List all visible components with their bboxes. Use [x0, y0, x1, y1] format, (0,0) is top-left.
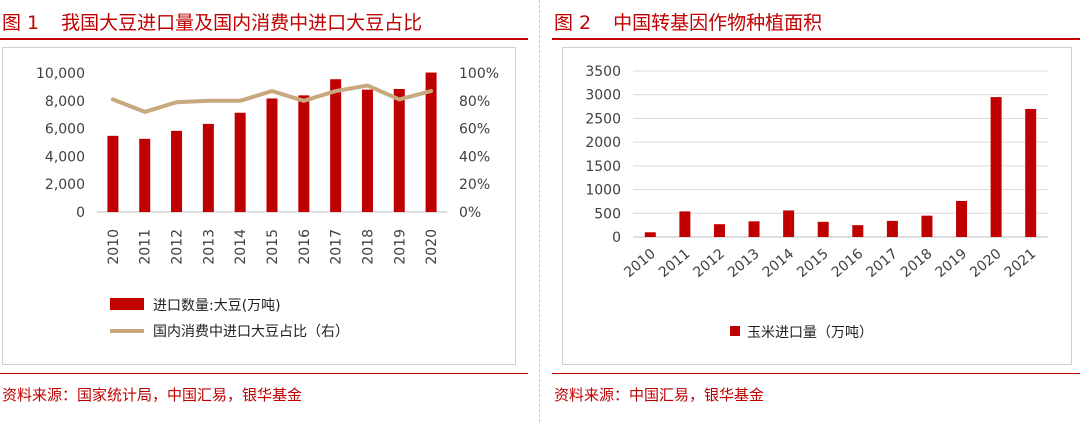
- y-tick-label: 2500: [585, 111, 621, 127]
- bar: [1025, 108, 1037, 237]
- x-tick-label: 2012: [690, 246, 728, 281]
- legend-bar-label: 进口数量:大豆(万吨): [153, 298, 281, 314]
- bar: [817, 221, 829, 237]
- y2-tick-label: 20%: [459, 177, 490, 193]
- y-tick-label: 6,000: [45, 122, 85, 138]
- bar: [330, 79, 342, 212]
- x-tick-label: 2011: [656, 246, 694, 281]
- x-tick-label: 2015: [794, 246, 832, 281]
- x-tick-label: 2011: [138, 229, 154, 265]
- x-tick-label: 2014: [760, 246, 798, 281]
- bar: [425, 72, 437, 213]
- bar: [393, 88, 405, 212]
- figure-2-title-text: 中国转基因作物种植面积: [613, 12, 823, 34]
- bar: [644, 232, 656, 237]
- y-tick-label: 4,000: [45, 149, 85, 165]
- bar: [990, 97, 1002, 237]
- panel-divider: [539, 0, 540, 422]
- x-tick-label: 2017: [329, 229, 345, 265]
- y-tick-label: 1000: [585, 183, 621, 199]
- bar: [298, 95, 310, 212]
- y-tick-label: 500: [594, 206, 621, 222]
- y-tick-label: 0: [612, 230, 621, 246]
- x-tick-label: 2014: [233, 229, 249, 265]
- bar: [713, 224, 725, 237]
- soybean-import-chart: 0 2,000 4,000 6,000 8,000 10,000 0% 20% 40% 60% 80…: [36, 66, 499, 340]
- bar: [921, 215, 933, 237]
- bar: [748, 221, 760, 237]
- x-tick-label: 2010: [106, 229, 122, 265]
- x-tick-label: 2016: [297, 229, 313, 265]
- bar: [956, 200, 968, 237]
- y-tick-label: 2000: [585, 135, 621, 151]
- x-tick-label: 2010: [621, 246, 659, 281]
- y2-tick-label: 80%: [459, 94, 490, 110]
- x-tick-label: 2017: [863, 246, 901, 281]
- y-tick-label: 1500: [585, 159, 621, 175]
- bar: [679, 211, 691, 237]
- bar: [361, 89, 373, 212]
- figure-1-chart-box: 0 2,000 4,000 6,000 8,000 10,000 0% 20% 40% 60% 80…: [2, 47, 516, 365]
- figure-2-bottom-rule: [552, 373, 1080, 374]
- bar: [202, 123, 214, 212]
- x-tick-label: 2021: [1002, 246, 1040, 281]
- x-tick-label: 2013: [725, 246, 763, 281]
- figure-2-source: 资料来源：中国汇易，银华基金: [554, 386, 765, 404]
- figure-1-source: 资料来源：国家统计局，中国汇易，银华基金: [2, 386, 303, 404]
- figure-2-panel: 图 2 中国转基因作物种植面积 0 500 1000 1500 2000 2500 3000 3…: [552, 0, 1080, 422]
- bar: [852, 225, 864, 237]
- x-tick-label: 2012: [170, 229, 186, 265]
- figure-1-top-rule: [0, 38, 528, 40]
- x-tick-label: 2020: [967, 246, 1005, 281]
- bar: [171, 130, 183, 212]
- y2-tick-label: 0%: [459, 205, 481, 221]
- y2-tick-label: 40%: [459, 149, 490, 165]
- y-tick-label: 8,000: [45, 94, 85, 110]
- x-tick-label: 2016: [829, 246, 867, 281]
- figure-1-panel: 图 1 我国大豆进口量及国内消费中进口大豆占比 0 2,000 4,000 6,000 8…: [0, 0, 528, 422]
- figure-1-number: 图 1: [2, 12, 40, 34]
- bar: [107, 135, 119, 212]
- figure-1-bottom-rule: [0, 373, 528, 374]
- figure-2-chart-box: 0 500 1000 1500 2000 2500 3000 3500 2010 2011 2012…: [562, 47, 1072, 365]
- y-tick-label: 3000: [585, 88, 621, 104]
- y2-tick-label: 100%: [459, 66, 499, 82]
- legend-bar-label: 玉米进口量（万吨）: [747, 325, 873, 341]
- bar: [266, 98, 278, 212]
- figure-1-title-text: 我国大豆进口量及国内消费中进口大豆占比: [61, 12, 423, 34]
- figure-2-number: 图 2: [554, 12, 592, 34]
- x-tick-label: 2018: [898, 246, 936, 281]
- y2-tick-label: 60%: [459, 122, 490, 138]
- share-line: [110, 83, 434, 114]
- y-tick-label: 10,000: [36, 66, 85, 82]
- x-tick-label: 2013: [201, 229, 217, 265]
- corn-import-chart: 0 500 1000 1500 2000 2500 3000 3500 201020112012…: [585, 64, 1048, 341]
- figure-1-title: 图 1 我国大豆进口量及国内消费中进口大豆占比: [2, 8, 422, 38]
- x-tick-label: 2020: [424, 229, 440, 265]
- legend-bar-swatch: [730, 326, 740, 336]
- bar: [886, 220, 898, 237]
- x-tick-label: 2018: [360, 229, 376, 265]
- bar: [139, 138, 151, 212]
- bar: [234, 112, 246, 212]
- y-tick-label: 3500: [585, 64, 621, 80]
- y-tick-label: 0: [76, 205, 85, 221]
- figure-2-top-rule: [552, 38, 1080, 40]
- bar: [783, 210, 795, 237]
- y-tick-label: 2,000: [45, 177, 85, 193]
- legend-bar-swatch: [110, 298, 144, 310]
- figure-2-title: 图 2 中国转基因作物种植面积: [554, 8, 822, 38]
- x-tick-label: 2015: [265, 229, 281, 265]
- x-tick-label: 2019: [933, 246, 971, 281]
- legend-line-label: 国内消费中进口大豆占比（右）: [153, 324, 349, 340]
- x-tick-label: 2019: [392, 229, 408, 265]
